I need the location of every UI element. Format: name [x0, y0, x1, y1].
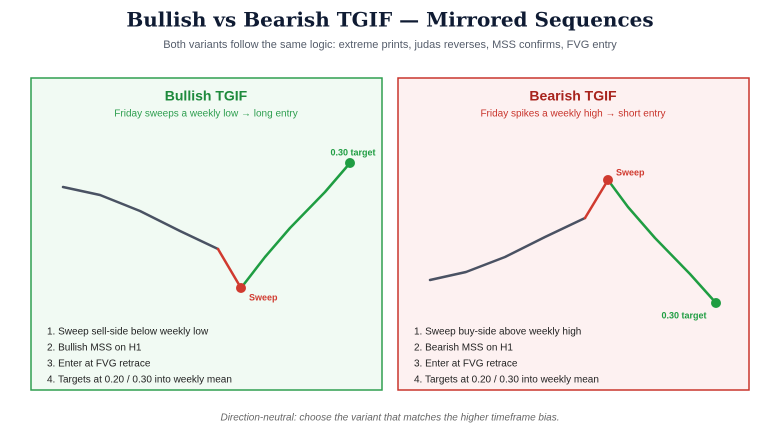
price-path — [428, 216, 587, 282]
step: 1. Sweep sell-side below weekly low — [47, 327, 209, 338]
panel-subtitle: Friday spikes a weekly high → short entr… — [480, 109, 665, 120]
sweep-point — [603, 175, 613, 185]
footer: Direction-neutral: choose the variant th… — [220, 413, 559, 424]
bearish-panel: Bearish TGIF Friday spikes a weekly high… — [397, 77, 750, 391]
price-path — [61, 185, 220, 251]
panel-box — [397, 77, 750, 391]
target-point — [711, 298, 721, 308]
step: 2. Bearish MSS on H1 — [414, 343, 513, 354]
sweep-label: Sweep — [616, 167, 645, 177]
step: 3. Enter at FVG retrace — [414, 359, 518, 370]
step: 4. Targets at 0.20 / 0.30 into weekly me… — [47, 375, 232, 386]
step: 2. Bullish MSS on H1 — [47, 343, 142, 354]
sweep-label: Sweep — [249, 292, 278, 302]
target-label: 0.30 target — [661, 310, 706, 320]
step: 3. Enter at FVG retrace — [47, 359, 151, 370]
step: 4. Targets at 0.20 / 0.30 into weekly me… — [414, 375, 599, 386]
title: Bullish vs Bearish TGIF — Mirrored Seque… — [126, 8, 653, 32]
subtitle: Both variants follow the same logic: ext… — [163, 39, 617, 51]
target-point — [345, 158, 355, 168]
panel-subtitle: Friday sweeps a weekly low → long entry — [114, 109, 297, 120]
panel-title: Bearish TGIF — [529, 88, 617, 104]
bullish-panel: Bullish TGIF Friday sweeps a weekly low … — [30, 77, 383, 391]
reversal-leg — [606, 178, 718, 305]
reversal-leg — [239, 161, 352, 290]
panel-box — [30, 77, 383, 391]
sweep-leg — [583, 178, 610, 220]
target-label: 0.30 target — [330, 147, 375, 157]
sweep-leg — [216, 247, 243, 290]
sweep-point — [236, 283, 246, 293]
step: 1. Sweep buy-side above weekly high — [414, 327, 581, 338]
panel-title: Bullish TGIF — [165, 88, 248, 104]
